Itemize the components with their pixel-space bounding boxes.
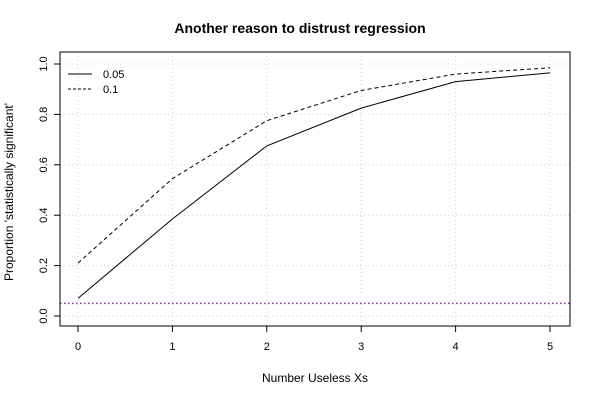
grid (60, 52, 570, 326)
y-tick-label: 0.4 (38, 208, 50, 223)
chart-title: Another reason to distrust regression (174, 20, 426, 36)
x-tick-label: 3 (358, 341, 364, 353)
y-tick-label: 1.0 (38, 56, 50, 71)
y-axis: 0.0 0.2 0.4 0.6 0.8 1.0 (38, 56, 61, 324)
y-tick-label: 0.0 (38, 308, 50, 323)
series-line-2 (77, 67, 551, 264)
legend-label-1: 0.05 (103, 69, 124, 81)
y-tick-label: 0.8 (38, 107, 50, 122)
x-axis-label: Number Useless Xs (261, 371, 369, 385)
x-tick-label: 1 (169, 341, 175, 353)
series-lines (77, 67, 551, 299)
x-tick-label: 0 (75, 341, 81, 353)
series-line-1 (77, 72, 551, 299)
plot-border (59, 51, 571, 327)
y-tick-label: 0.6 (38, 157, 50, 172)
x-tick-label: 5 (547, 341, 553, 353)
x-axis: 0 1 2 3 4 5 (75, 325, 553, 353)
y-tick-label: 0.2 (38, 258, 50, 273)
legend: 0.05 0.1 (68, 69, 124, 96)
x-tick-label: 4 (453, 341, 459, 353)
legend-label-2: 0.1 (103, 84, 118, 96)
x-tick-label: 2 (264, 341, 270, 353)
y-axis-label: Proportion 'statistically significant' (2, 103, 16, 281)
